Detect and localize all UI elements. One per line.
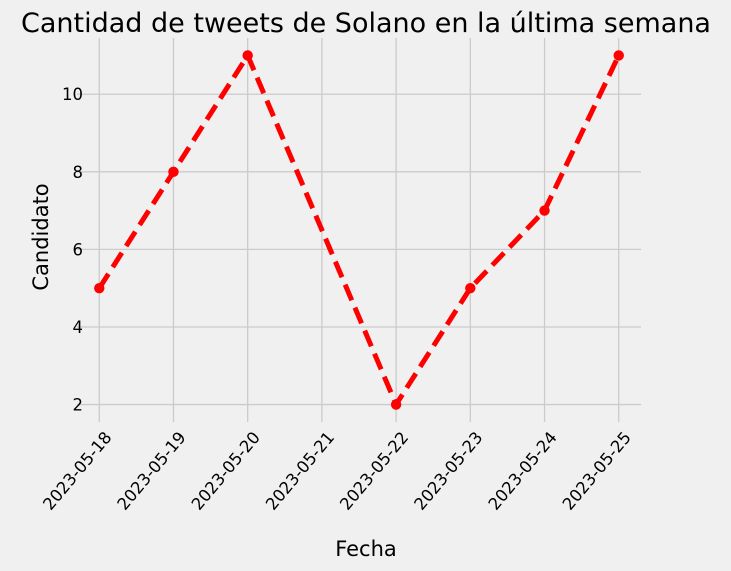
data-point	[539, 205, 550, 216]
grid	[77, 38, 641, 422]
y-tick-label: 10	[62, 85, 83, 104]
chart-title: Cantidad de tweets de Solano en la últim…	[21, 8, 711, 39]
series-layer	[94, 50, 624, 410]
x-axis-label: Fecha	[335, 537, 397, 561]
y-tick-label: 2	[73, 396, 84, 415]
data-point	[390, 399, 402, 410]
y-tick-label: 6	[73, 240, 84, 259]
y-tick-label: 8	[73, 163, 84, 182]
data-point	[242, 50, 253, 61]
data-point	[465, 282, 476, 294]
data-point	[168, 166, 179, 178]
y-axis-label: Candidato	[29, 183, 53, 290]
data-point	[613, 50, 624, 61]
data-point	[94, 282, 105, 294]
y-tick-label: 4	[73, 318, 84, 337]
